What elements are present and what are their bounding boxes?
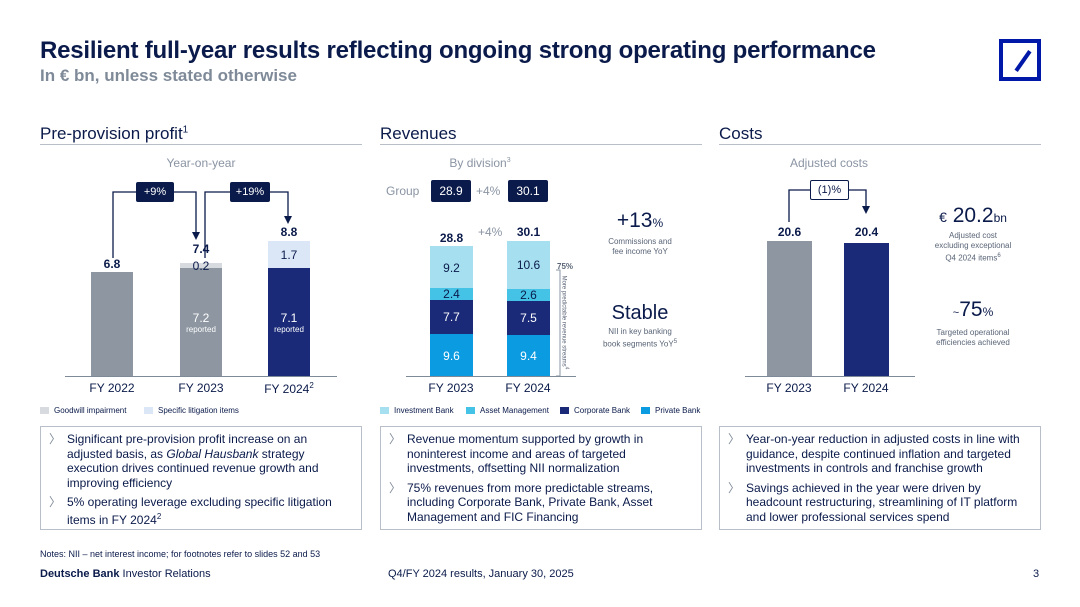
ppp-legend-litigation: Specific litigation items	[144, 406, 239, 415]
revenues-sub-label: By division3	[449, 156, 511, 170]
rev-2023-ib-label: 9.2	[443, 261, 460, 275]
rev-2023-total: 28.8	[439, 231, 464, 245]
ppp-bar-fy2023-goodwill	[180, 263, 222, 268]
ppp-reported-note-fy2024: reported	[274, 325, 304, 334]
revenues-kpi2-desc: NII in key banking book segments YoY5	[602, 327, 678, 349]
ppp-reported-note-fy2023: reported	[186, 325, 216, 334]
costs-value-fy2024: 20.4	[854, 225, 879, 239]
rev-2023-pb-label: 9.6	[443, 349, 460, 363]
revenues-bullet-box: 〉 Revenue momentum supported by growth in…	[380, 426, 702, 530]
ppp-bullet-1: 〉 Significant pre-provision profit increa…	[49, 432, 319, 490]
ppp-bullet-2: 〉 5% operating leverage excluding specifi…	[49, 495, 332, 527]
ppp-growth-pill-2024: +19%	[230, 182, 270, 202]
costs-kpi2-desc: Targeted operational efficiencies achieve…	[936, 328, 1010, 347]
deutsche-bank-logo	[999, 39, 1041, 81]
ppp-goodwill-fy2023: 0.2	[192, 259, 210, 273]
ppp-reported-fy2024: 7.1	[280, 311, 298, 325]
ppp-legend-goodwill: Goodwill impairment	[40, 406, 126, 415]
ppp-bar-fy2024-reported	[268, 268, 310, 376]
revenues-kpi1-value: +13%	[616, 209, 664, 232]
costs-bullet-1: 〉 Year-on-year reduction in adjusted cost…	[728, 432, 1020, 475]
costs-kpi2-value: ~75%	[952, 298, 994, 321]
rev-2024-ib-label: 10.6	[516, 258, 541, 272]
ppp-section-title: Pre-provision profit1	[40, 124, 189, 143]
rev-2023-am	[430, 288, 473, 300]
costs-bullet-2: 〉 Savings achieved in the year were drive…	[728, 480, 1018, 524]
ppp-tick-fy2024: FY 20242	[264, 381, 314, 396]
footnote-notes: Notes: NII – net interest income; for fo…	[40, 549, 321, 559]
ppp-sub-label: Year-on-year	[166, 156, 236, 170]
revenues-bullet-1: 〉 Revenue momentum supported by growth in…	[389, 432, 644, 475]
ppp-tick-fy2023: FY 2023	[178, 381, 224, 395]
revenues-division-growth: +4%	[478, 225, 503, 239]
revenues-group-label: Group	[386, 184, 420, 198]
rev-2024-am-label: 2.6	[520, 288, 537, 302]
costs-bar-fy2024	[844, 243, 889, 376]
costs-value-fy2023: 20.6	[777, 225, 802, 239]
ppp-bar-fy2022	[91, 272, 133, 376]
revenues-group-growth: +4%	[476, 184, 501, 198]
costs-section-title: Costs	[719, 124, 763, 143]
ppp-reported-fy2023: 7.2	[192, 311, 210, 325]
page-subtitle: In € bn, unless stated otherwise	[40, 66, 297, 85]
ppp-axis	[65, 376, 337, 377]
revenues-axis	[406, 376, 576, 377]
revenues-legend-cb: Corporate Bank	[560, 406, 630, 415]
revenues-kpi1-desc: Commissions and fee income YoY	[608, 237, 672, 256]
rev-2023-ib	[430, 246, 473, 288]
page-title: Resilient full-year results reflecting o…	[40, 37, 876, 64]
ppp-growth-pill-2023: +9%	[136, 182, 174, 202]
revenues-legend-am: Asset Management	[466, 406, 549, 415]
rev-2024-pb-label: 9.4	[520, 349, 537, 363]
costs-kpi1-value: € 20.2bn	[939, 204, 1007, 227]
ppp-total-fy2023: 7.4	[192, 242, 210, 256]
costs-tick-fy2024: FY 2024	[843, 381, 889, 395]
revenues-kpi2-value: Stable	[611, 302, 669, 324]
revenues-bullet-2: 〉 75% revenues from more predictable stre…	[389, 480, 654, 524]
ppp-bar-fy2023-reported	[180, 268, 222, 376]
ppp-litigation-fy2024: 1.7	[280, 248, 298, 262]
rev-2024-total: 30.1	[516, 225, 541, 239]
revenues-group-2024-pill: 30.1	[508, 180, 548, 202]
page-number: 3	[1033, 568, 1040, 580]
revenues-group-2023-pill: 28.9	[431, 180, 471, 202]
revenues-legend-pb: Private Bank	[641, 406, 700, 415]
ppp-total-fy2024: 8.8	[280, 225, 298, 239]
revenues-bracket-pct: 75%	[557, 262, 574, 271]
footer-brand: Deutsche Bank Investor Relations	[40, 568, 211, 580]
rev-2024-cb	[507, 301, 550, 335]
ppp-bullet-box: 〉 Significant pre-provision profit increa…	[40, 426, 362, 530]
costs-bullet-box: 〉 Year-on-year reduction in adjusted cost…	[719, 426, 1041, 530]
revenues-section-title: Revenues	[380, 124, 457, 143]
costs-section-divider	[719, 144, 1041, 145]
costs-growth-pill: (1)%	[810, 180, 849, 200]
rev-2024-ib	[507, 241, 550, 289]
rev-2023-cb	[430, 300, 473, 334]
rev-2024-am	[507, 289, 550, 301]
costs-bar-fy2023	[767, 241, 812, 376]
revenues-tick-fy2023: FY 2023	[428, 381, 474, 395]
ppp-bar-fy2024-litigation	[268, 241, 310, 268]
rev-2024-pb	[507, 335, 550, 376]
revenues-tick-fy2024: FY 2024	[505, 381, 551, 395]
rev-2023-pb	[430, 334, 473, 376]
revenues-legend-ib: Investment Bank	[380, 406, 454, 415]
ppp-tick-fy2022: FY 2022	[89, 381, 135, 395]
ppp-total-fy2022: 6.8	[103, 257, 121, 271]
costs-tick-fy2023: FY 2023	[766, 381, 812, 395]
costs-sub-label: Adjusted costs	[789, 156, 869, 170]
rev-2024-cb-label: 7.5	[520, 311, 537, 325]
costs-kpi1-desc: Adjusted cost excluding exceptional Q4 202…	[934, 231, 1012, 263]
costs-axis	[745, 376, 915, 377]
footer-event: Q4/FY 2024 results, January 30, 2025	[388, 568, 574, 580]
rev-2023-cb-label: 7.7	[443, 310, 460, 324]
revenues-section-divider	[380, 144, 702, 145]
ppp-section-divider	[40, 144, 362, 145]
rev-2023-am-label: 2.4	[443, 287, 460, 301]
